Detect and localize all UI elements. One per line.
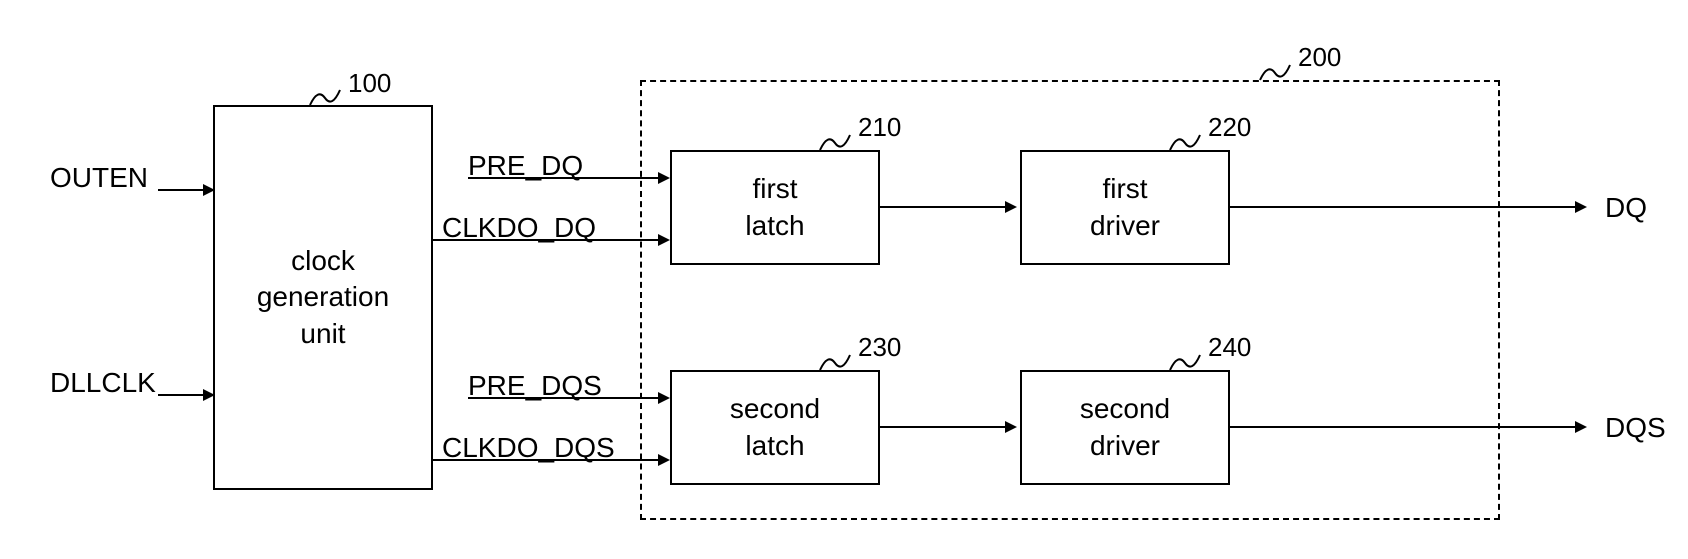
ref-240: 240 [1208, 332, 1251, 363]
dqs-arrow [1230, 417, 1590, 437]
outen-arrow [158, 180, 218, 200]
dq-arrow [1230, 197, 1590, 217]
ref-tick-240 [1170, 355, 1200, 373]
second-driver-block: second driver [1020, 370, 1230, 485]
second-latch-block: second latch [670, 370, 880, 485]
dllclk-label: DLLCLK [50, 367, 156, 399]
ref-200: 200 [1298, 42, 1341, 73]
first-driver-label: first driver [1090, 171, 1160, 244]
second-driver-label: second driver [1080, 391, 1170, 464]
clock-gen-block: clock generation unit [213, 105, 433, 490]
dq-label: DQ [1605, 192, 1647, 224]
dllclk-arrow [158, 385, 218, 405]
first-latch-label: first latch [745, 171, 804, 244]
latch2-to-driver2-arrow [880, 417, 1020, 437]
outen-label: OUTEN [50, 162, 148, 194]
first-driver-block: first driver [1020, 150, 1230, 265]
ref-tick-100 [310, 90, 340, 108]
second-latch-label: second latch [730, 391, 820, 464]
ref-tick-210 [820, 135, 850, 153]
clkdo-dq-arrow [433, 230, 673, 250]
pre-dqs-arrow [468, 388, 673, 408]
pre-dq-arrow [468, 168, 673, 188]
clock-gen-label: clock generation unit [257, 243, 389, 352]
ref-220: 220 [1208, 112, 1251, 143]
ref-tick-200 [1260, 65, 1290, 83]
ref-tick-220 [1170, 135, 1200, 153]
ref-tick-230 [820, 355, 850, 373]
ref-210: 210 [858, 112, 901, 143]
latch1-to-driver1-arrow [880, 197, 1020, 217]
dqs-label: DQS [1605, 412, 1666, 444]
first-latch-block: first latch [670, 150, 880, 265]
ref-100: 100 [348, 68, 391, 99]
ref-230: 230 [858, 332, 901, 363]
clkdo-dqs-arrow [433, 450, 673, 470]
